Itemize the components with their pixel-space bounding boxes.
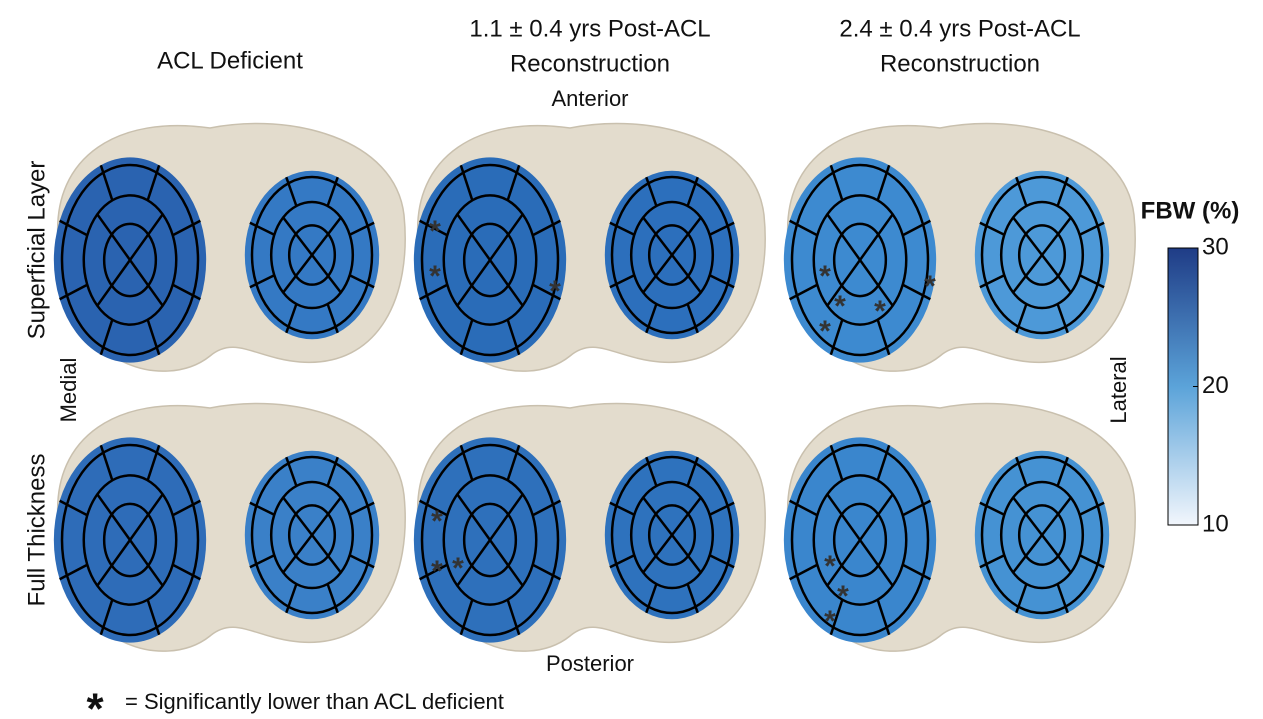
significance-marker: * xyxy=(452,552,464,585)
significance-marker: * xyxy=(819,315,831,348)
column-title: Reconstruction xyxy=(510,50,670,77)
significance-marker: * xyxy=(549,275,561,308)
significance-marker: * xyxy=(837,580,849,613)
significance-marker: * xyxy=(834,290,846,323)
column-title: Reconstruction xyxy=(880,50,1040,77)
column-title: 1.1 ± 0.4 yrs Post-ACL xyxy=(469,15,710,42)
significance-marker: * xyxy=(431,505,443,538)
tibial-plateau: * * * xyxy=(414,123,765,371)
tibial-plateau xyxy=(54,123,405,371)
figure: Anterior Posterior Medial Lateral FBW (%… xyxy=(0,0,1263,719)
significance-marker: * xyxy=(429,215,441,248)
significance-marker: * xyxy=(874,295,886,328)
lateral-label: Lateral xyxy=(1106,356,1131,423)
column-title: ACL Deficient xyxy=(157,47,303,74)
column-title: 2.4 ± 0.4 yrs Post-ACL xyxy=(839,15,1080,42)
significance-marker: * xyxy=(431,555,443,588)
posterior-label: Posterior xyxy=(546,651,634,676)
significance-marker: * xyxy=(824,605,836,638)
tibial-plateau: ***** xyxy=(784,123,1135,371)
tibial-plateau: *** xyxy=(784,403,1135,651)
row-label: Full Thickness xyxy=(23,454,50,607)
anterior-label: Anterior xyxy=(551,86,628,111)
row-label: Superficial Layer xyxy=(23,161,50,340)
significance-marker: * xyxy=(429,260,441,293)
tibial-plateau: * * * xyxy=(414,403,765,651)
tibial-plateau xyxy=(54,403,405,651)
significance-marker: * xyxy=(924,270,936,303)
significance-marker: * xyxy=(824,550,836,583)
legend-symbol: * xyxy=(86,685,104,719)
colorbar-tick-label: 30 xyxy=(1202,233,1229,260)
significance-marker: * xyxy=(819,260,831,293)
colorbar-tick-label: 10 xyxy=(1202,510,1229,537)
colorbar-title: FBW (%) xyxy=(1141,197,1240,224)
colorbar-tick-label: 20 xyxy=(1202,372,1229,399)
medial-label: Medial xyxy=(56,358,81,423)
legend-text: = Significantly lower than ACL deficient xyxy=(125,689,504,714)
